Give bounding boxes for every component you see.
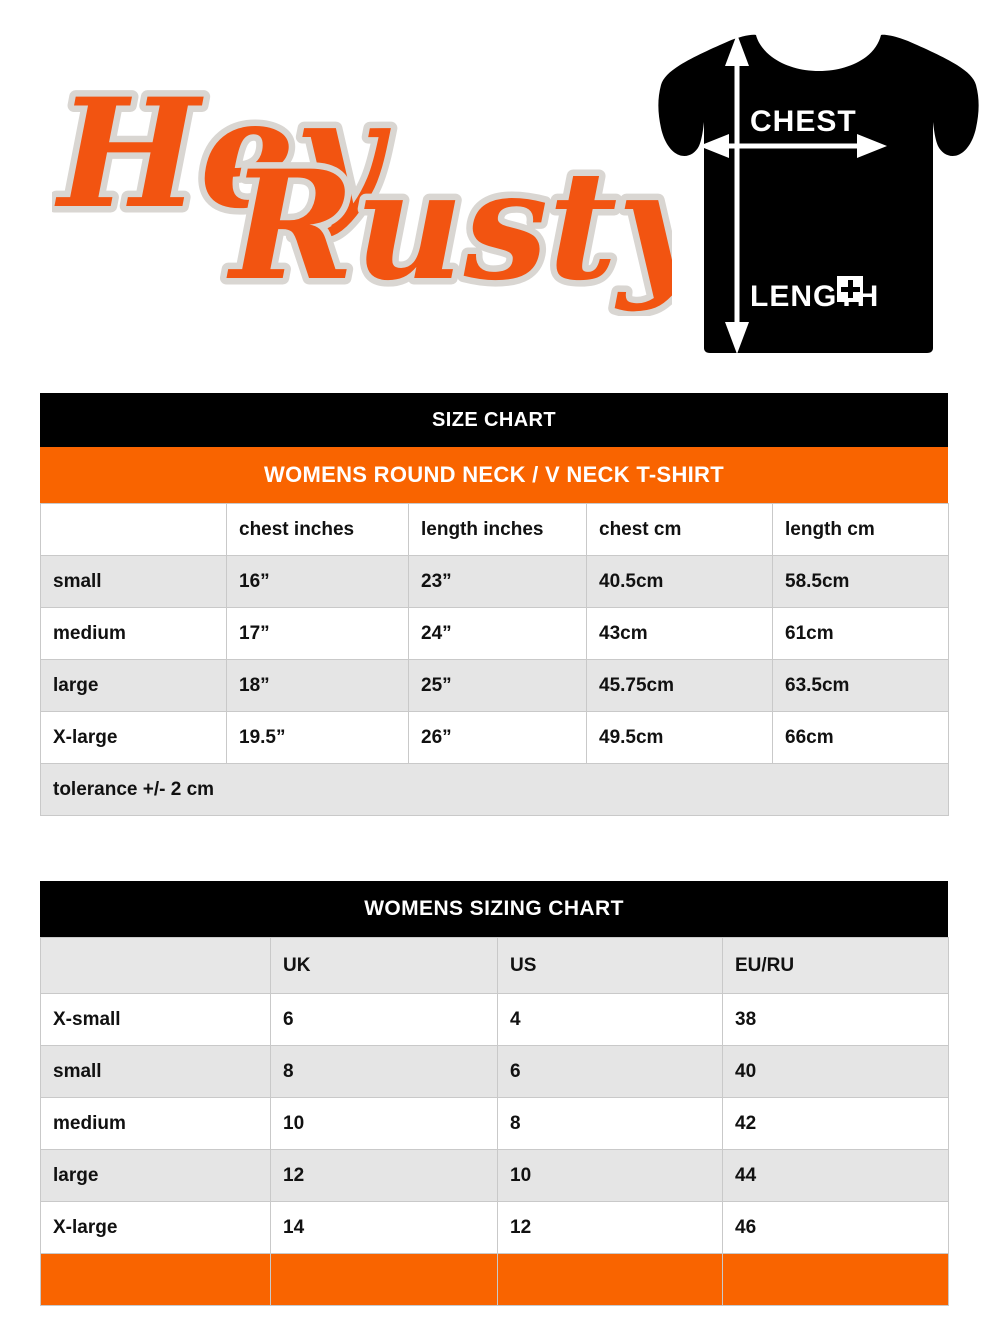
col-header-size xyxy=(40,503,227,556)
cell-chest-cm: 49.5cm xyxy=(586,711,773,764)
cell-us: 10 xyxy=(497,1149,723,1202)
size-chart-table-block: SIZE CHART WOMENS ROUND NECK / V NECK T-… xyxy=(40,393,949,816)
cell-length-cm: 61cm xyxy=(772,607,949,660)
header-area: Hey Hey Rusty.co Rusty.co xyxy=(0,0,1000,385)
cell-length-cm: 63.5cm xyxy=(772,659,949,712)
row-size-label: large xyxy=(40,659,227,712)
brand-logo: Hey Hey Rusty.co Rusty.co xyxy=(52,66,672,316)
table-row: large 18” 25” 45.75cm 63.5cm xyxy=(40,659,949,712)
col-header-eu-ru: EU/RU xyxy=(722,937,949,994)
table-row: X-large 19.5” 26” 49.5cm 66cm xyxy=(40,711,949,764)
cell-us: 4 xyxy=(497,993,723,1046)
chest-label: CHEST xyxy=(750,105,857,138)
table-row: medium 10 8 42 xyxy=(40,1097,949,1150)
cell-uk: 8 xyxy=(270,1045,498,1098)
cell-uk: 12 xyxy=(270,1149,498,1202)
cell-chest-cm: 43cm xyxy=(586,607,773,660)
footer-cell xyxy=(40,1253,271,1306)
cell-chest-inches: 16” xyxy=(226,555,409,608)
row-size-label: X-large xyxy=(40,711,227,764)
cell-eu-ru: 46 xyxy=(722,1201,949,1254)
tolerance-row: tolerance +/- 2 cm xyxy=(40,763,949,816)
row-size-label: X-large xyxy=(40,1201,271,1254)
cell-eu-ru: 40 xyxy=(722,1045,949,1098)
col-header-length-cm: length cm xyxy=(772,503,949,556)
cell-eu-ru: 42 xyxy=(722,1097,949,1150)
chest-arrow xyxy=(699,134,887,158)
table-row: X-large 14 12 46 xyxy=(40,1201,949,1254)
cell-eu-ru: 44 xyxy=(722,1149,949,1202)
row-size-label: X-small xyxy=(40,993,271,1046)
cell-chest-inches: 19.5” xyxy=(226,711,409,764)
row-size-label: large xyxy=(40,1149,271,1202)
logo-outline-rusty: Rusty.co xyxy=(226,138,672,314)
cell-chest-cm: 45.75cm xyxy=(586,659,773,712)
tolerance-note: tolerance +/- 2 cm xyxy=(40,763,949,816)
cell-length-cm: 58.5cm xyxy=(772,555,949,608)
cell-us: 8 xyxy=(497,1097,723,1150)
col-header-uk: UK xyxy=(270,937,498,994)
col-header-us: US xyxy=(497,937,723,994)
cell-length-inches: 24” xyxy=(408,607,587,660)
col-header-chest-in: chest inches xyxy=(226,503,409,556)
row-size-label: medium xyxy=(40,1097,271,1150)
col-header-length-in: length inches xyxy=(408,503,587,556)
sizing-chart-table-block: WOMENS SIZING CHART UK US EU/RU X-small … xyxy=(40,881,949,1306)
logo-text-hey: Hey xyxy=(54,66,391,242)
cell-uk: 10 xyxy=(270,1097,498,1150)
logo-text-rusty: Rusty.co xyxy=(226,138,672,314)
size-chart-sub-banner: WOMENS ROUND NECK / V NECK T-SHIRT xyxy=(40,447,948,503)
size-chart-banner: SIZE CHART xyxy=(40,393,948,447)
cell-chest-inches: 17” xyxy=(226,607,409,660)
cell-uk: 14 xyxy=(270,1201,498,1254)
tshirt-diagram: CHEST LENGTH xyxy=(655,18,985,373)
table-row: X-small 6 4 38 xyxy=(40,993,949,1046)
col-header-chest-cm: chest cm xyxy=(586,503,773,556)
table-row: small 16” 23” 40.5cm 58.5cm xyxy=(40,555,949,608)
row-size-label: small xyxy=(40,1045,271,1098)
table-row: small 8 6 40 xyxy=(40,1045,949,1098)
table-row: large 12 10 44 xyxy=(40,1149,949,1202)
footer-cell xyxy=(270,1253,498,1306)
sizing-chart-banner: WOMENS SIZING CHART xyxy=(40,881,948,937)
cell-chest-inches: 18” xyxy=(226,659,409,712)
cell-length-inches: 25” xyxy=(408,659,587,712)
length-arrow xyxy=(725,34,749,354)
logo-outline-hey: Hey xyxy=(54,66,391,242)
cell-us: 12 xyxy=(497,1201,723,1254)
table-row: medium 17” 24” 43cm 61cm xyxy=(40,607,949,660)
sizing-chart-header-row: UK US EU/RU xyxy=(40,937,949,994)
row-size-label: medium xyxy=(40,607,227,660)
cell-us: 6 xyxy=(497,1045,723,1098)
col-header-size xyxy=(40,937,271,994)
cell-eu-ru: 38 xyxy=(722,993,949,1046)
row-size-label: small xyxy=(40,555,227,608)
cell-length-cm: 66cm xyxy=(772,711,949,764)
cell-length-inches: 26” xyxy=(408,711,587,764)
cell-length-inches: 23” xyxy=(408,555,587,608)
size-chart-table: chest inches length inches chest cm leng… xyxy=(40,503,949,816)
footer-cell xyxy=(722,1253,949,1306)
footer-cell xyxy=(497,1253,723,1306)
sizing-chart-footer-bar xyxy=(40,1253,949,1306)
sizing-chart-table: UK US EU/RU X-small 6 4 38 small 8 6 40 xyxy=(40,937,949,1306)
cell-uk: 6 xyxy=(270,993,498,1046)
cell-chest-cm: 40.5cm xyxy=(586,555,773,608)
plus-icon xyxy=(837,276,863,302)
size-chart-header-row: chest inches length inches chest cm leng… xyxy=(40,503,949,556)
